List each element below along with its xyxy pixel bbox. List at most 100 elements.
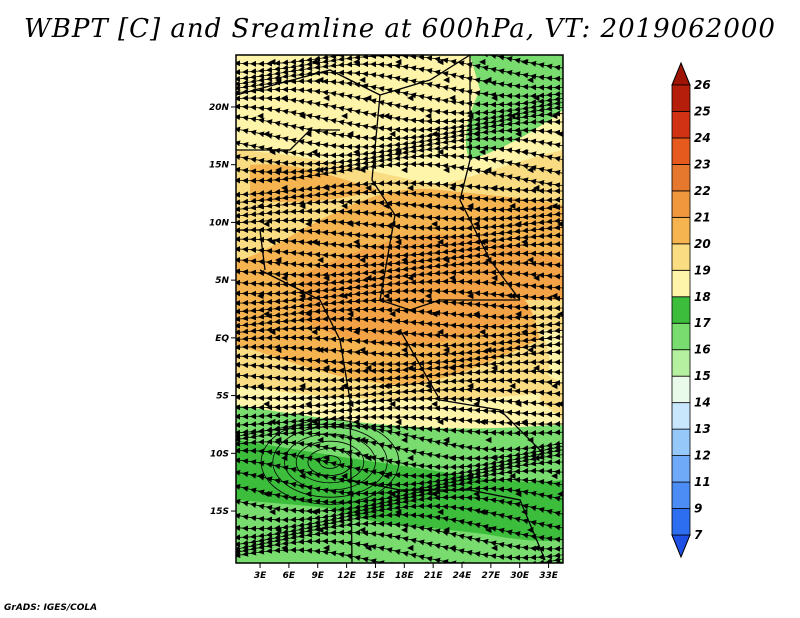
stream-arrowhead [527,256,534,264]
stream-arrowhead [467,382,474,390]
swirl-ring [284,433,376,491]
stream-arrowhead [551,112,558,120]
stream-arrowhead [473,490,480,498]
stream-arrowhead [527,76,534,84]
stream-arrowhead [479,328,486,336]
stream-arrowhead [299,292,306,300]
stream-arrowhead [275,76,282,84]
stream-arrowhead [407,544,414,552]
stream-arrowhead [275,526,282,534]
stream-arrowhead [521,328,528,336]
stream-arrowhead [515,490,522,498]
lat-tick-label: 10S [210,449,229,459]
stream-arrowhead [341,382,348,390]
stream-arrowhead [389,490,396,498]
stream-arrowhead [359,346,366,354]
colorbar-segment [671,84,691,112]
stream-arrowhead [305,220,312,228]
stream-arrowhead [383,112,390,120]
stream-arrowhead [521,238,528,246]
lon-tick-label: 33E [539,571,559,581]
stream-arrowhead [317,256,324,264]
stream-arrowhead [401,166,408,174]
stream-arrowhead [551,472,558,480]
stream-arrowhead [353,58,360,66]
colorbar-segment [671,402,691,430]
stream-arrowhead [443,166,450,174]
stream-arrowhead [443,256,450,264]
stream-arrowhead [389,400,396,408]
swirl-ring [307,447,353,476]
stream-arrowhead [317,166,324,174]
stream-arrowhead [341,292,348,300]
stream-arrowhead [383,472,390,480]
colorbar-segment [671,322,691,351]
stream-arrowhead [389,130,396,138]
stream-arrowhead [515,220,522,228]
stream-arrowhead [515,130,522,138]
stream-arrowhead [299,112,306,120]
lon-tick-label: 6E [283,571,296,581]
stream-arrowhead [263,400,270,408]
stream-arrowhead [557,221,563,227]
stream-arrowhead [533,364,540,372]
stream-arrowhead [551,292,558,300]
stream-arrowhead [509,472,516,480]
colorbar-segment [671,111,691,139]
colorbar-label: 9 [694,502,702,516]
stream-arrowhead [509,112,516,120]
lat-tick-label: 15N [209,161,230,171]
colorbar-label: 22 [694,184,711,198]
stream-arrowhead [509,292,516,300]
stream-arrowhead [437,508,444,516]
stream-arrowhead [443,346,450,354]
colorbar-arrow-bottom [671,534,691,559]
stream-arrowhead [341,112,348,120]
stream-arrowhead [323,454,330,462]
stream-arrowhead [395,238,402,246]
stream-arrowhead [269,328,276,336]
stream-arrowhead [275,256,282,264]
colorbar-label: 26 [694,78,711,92]
stream-arrowhead [401,436,408,444]
colorbar-segment [671,508,691,536]
stream-arrowhead [437,328,444,336]
stream-arrowhead [257,202,264,210]
stream-arrowhead [431,490,438,498]
stream-arrowhead [437,148,444,156]
stream-arrowhead [347,220,354,228]
stream-arrowhead [533,274,540,282]
stream-arrowhead [557,311,563,317]
colorbar-arrow-top [671,61,691,86]
lon-tick-label: 30E [510,571,530,581]
colorbar-segment [671,190,691,218]
stream-arrowhead [323,94,330,102]
stream-arrowhead [533,184,540,192]
stream-arrowhead [437,418,444,426]
stream-arrowhead [443,76,450,84]
stream-arrowhead [311,508,318,516]
stream-arrowhead [317,526,324,534]
stream-arrowhead [305,400,312,408]
stream-arrowhead [425,382,432,390]
map-panel [236,55,563,563]
colorbar-segment [671,481,691,509]
colorbar-segment [671,349,691,377]
stream-arrowhead [299,202,306,210]
stream-arrowhead [395,418,402,426]
stream-arrowhead [557,131,563,137]
stream-arrowhead [521,58,528,66]
stream-arrowhead [401,256,408,264]
lat-tick-label: 5N [215,276,229,286]
stream-arrowhead [257,292,264,300]
stream-arrowhead [359,256,366,264]
lat-tick-label: 15S [210,507,229,517]
stream-arrowhead [257,112,264,120]
stream-arrowhead [491,364,498,372]
stream-arrowhead [401,346,408,354]
latitude-axis: 20N 15N 10N 5N EQ 5S 10S 15S [209,103,236,517]
stream-arrowhead [551,382,558,390]
stream-arrowhead [281,274,288,282]
stream-arrowhead [515,400,522,408]
